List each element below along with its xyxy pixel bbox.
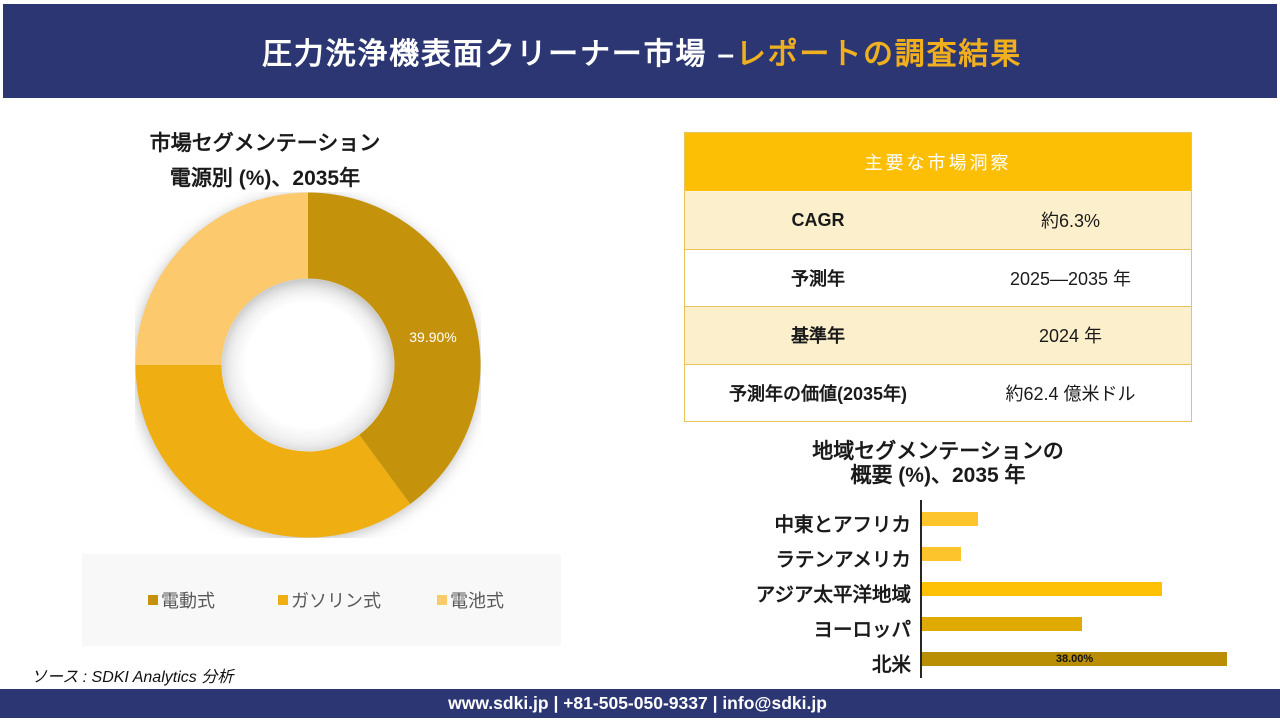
svg-text:39.90%: 39.90% bbox=[409, 329, 456, 345]
